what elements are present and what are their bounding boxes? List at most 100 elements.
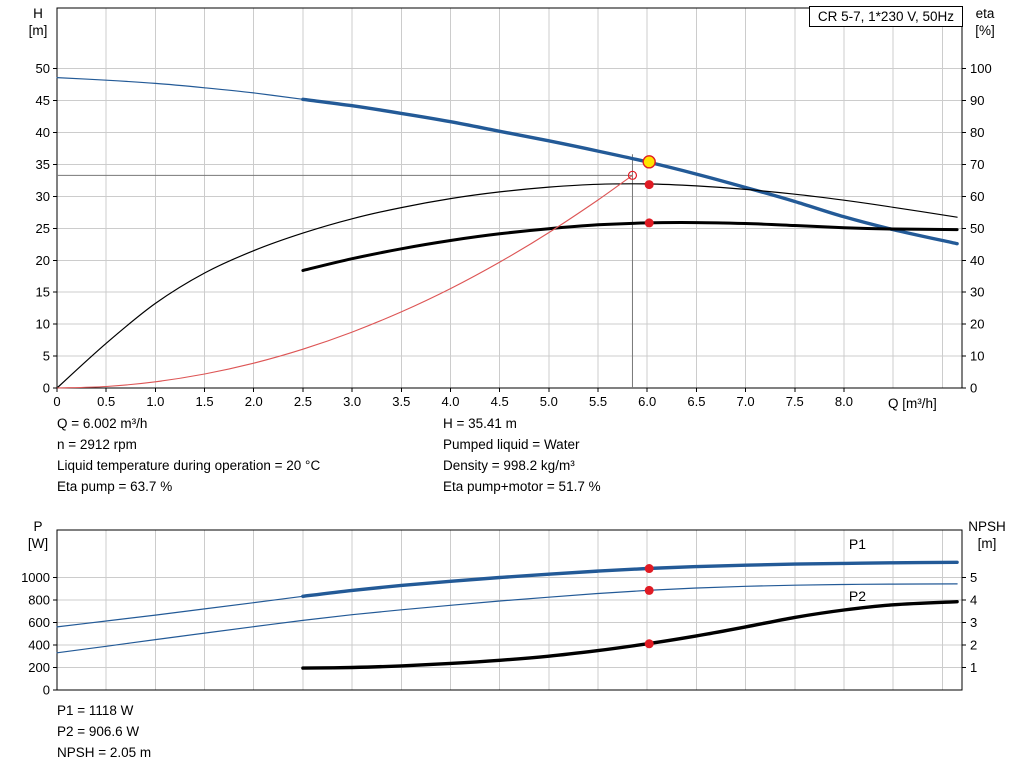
tick-label-left: 10 — [36, 317, 50, 332]
power-axis-title: P [W] — [20, 518, 56, 552]
tick-label-left: 1000 — [21, 570, 50, 585]
tick-label-bottom: 2.0 — [245, 394, 263, 409]
eta-axis-symbol: eta — [975, 6, 995, 21]
tick-label-right: 0 — [970, 381, 977, 396]
duty-point — [642, 155, 656, 169]
p2-point — [644, 585, 654, 595]
power-info-column: P1 = 1118 W P2 = 906.6 W NPSH = 2.05 m — [57, 700, 151, 763]
info-eta-pump-motor: Eta pump+motor = 51.7 % — [443, 479, 601, 494]
npsh-axis-title: NPSH [m] — [956, 518, 1018, 552]
head-axis-unit: [m] — [28, 23, 48, 38]
info-pumped-liquid: Pumped liquid = Water — [443, 437, 580, 452]
tick-label-bottom: 0.5 — [97, 394, 115, 409]
power-axis-symbol: P — [33, 519, 43, 534]
tick-label-left: 20 — [36, 253, 50, 268]
curve-label-P1: P1 — [849, 536, 866, 552]
info-p1: P1 = 1118 W — [57, 703, 134, 718]
system-curve — [56, 174, 634, 389]
head-axis-symbol: H — [33, 6, 43, 21]
system-curve-end-circle — [627, 170, 638, 180]
tick-label-bottom: 7.0 — [737, 394, 755, 409]
tick-label-left: 25 — [36, 221, 50, 236]
pump-qh-curve — [301, 97, 959, 246]
eta-pump-curve — [56, 183, 958, 389]
tick-label-bottom: 0 — [53, 394, 60, 409]
info-density: Density = 998.2 kg/m³ — [443, 458, 575, 473]
power-axis-unit: [W] — [27, 536, 49, 551]
tick-label-bottom: 6.5 — [687, 394, 705, 409]
tick-label-right: 90 — [970, 93, 984, 108]
tick-label-right: 4 — [970, 592, 977, 607]
tick-label-bottom: 3.0 — [343, 394, 361, 409]
flow-axis-title: Q [m³/h] — [888, 396, 937, 411]
p1-point — [644, 564, 654, 574]
tick-label-left: 45 — [36, 93, 50, 108]
tick-label-left: 0 — [43, 683, 50, 698]
plot-frame — [56, 7, 963, 389]
tick-label-bottom: 7.5 — [786, 394, 804, 409]
tick-label-left: 600 — [28, 615, 50, 630]
tick-label-right: 60 — [970, 189, 984, 204]
tick-label-left: 800 — [28, 592, 50, 607]
head-axis-title: H [m] — [20, 5, 56, 39]
tick-label-bottom: 4.5 — [491, 394, 509, 409]
npsh-point — [644, 639, 654, 649]
tick-label-right: 1 — [970, 660, 977, 675]
tick-label-bottom: 4.0 — [441, 394, 459, 409]
tick-label-left: 30 — [36, 189, 50, 204]
npsh-curve — [301, 600, 959, 670]
duty-info-right-column: H = 35.41 m Pumped liquid = Water Densit… — [443, 413, 601, 497]
eta-pump-motor-point — [644, 218, 654, 228]
tick-label-bottom: 8.0 — [835, 394, 853, 409]
tick-label-left: 35 — [36, 157, 50, 172]
tick-label-left: 5 — [43, 349, 50, 364]
pump-qh-curve-thin — [56, 77, 304, 100]
tick-label-right: 2 — [970, 637, 977, 652]
tick-label-right: 3 — [970, 615, 977, 630]
info-p2: P2 = 906.6 W — [57, 724, 140, 739]
info-flow: Q = 6.002 m³/h — [57, 416, 148, 431]
p1-curve — [301, 560, 959, 598]
tick-label-left: 400 — [28, 637, 50, 652]
tick-label-right: 5 — [970, 570, 977, 585]
tick-label-left: 50 — [36, 61, 50, 76]
tick-label-right: 40 — [970, 253, 984, 268]
tick-label-right: 10 — [970, 349, 984, 364]
pump-type-box: CR 5-7, 1*230 V, 50Hz — [808, 6, 963, 27]
tick-label-right: 70 — [970, 157, 984, 172]
tick-label-bottom: 5.0 — [540, 394, 558, 409]
info-speed: n = 2912 rpm — [57, 437, 137, 452]
tick-label-right: 80 — [970, 125, 984, 140]
p1-curve-thin — [56, 595, 304, 628]
tick-label-left: 200 — [28, 660, 50, 675]
tick-label-bottom: 1.0 — [146, 394, 164, 409]
plot-frame — [56, 529, 963, 691]
npsh-axis-symbol: NPSH — [968, 519, 1006, 534]
tick-label-right: 20 — [970, 317, 984, 332]
info-head: H = 35.41 m — [443, 416, 517, 431]
curve-label-P2: P2 — [849, 588, 866, 604]
tick-label-right: 100 — [970, 61, 992, 76]
eta-pump-point — [644, 180, 654, 190]
eta-axis-unit: [%] — [975, 23, 995, 38]
info-liquid-temperature: Liquid temperature during operation = 20… — [57, 458, 321, 473]
tick-label-bottom: 2.5 — [294, 394, 312, 409]
tick-label-bottom: 6.0 — [638, 394, 656, 409]
npsh-axis-unit: [m] — [977, 536, 997, 551]
tick-label-bottom: 3.5 — [392, 394, 410, 409]
tick-label-right: 30 — [970, 285, 984, 300]
eta-pump-plus-motor-curve — [301, 221, 959, 272]
info-eta-pump: Eta pump = 63.7 % — [57, 479, 173, 494]
tick-label-left: 15 — [36, 285, 50, 300]
tick-label-left: 0 — [43, 381, 50, 396]
eta-axis-title: eta [%] — [964, 5, 1006, 39]
tick-label-bottom: 5.5 — [589, 394, 607, 409]
tick-label-right: 50 — [970, 221, 984, 236]
info-npsh: NPSH = 2.05 m — [57, 745, 152, 760]
p2-curve — [56, 583, 958, 654]
tick-label-left: 40 — [36, 125, 50, 140]
duty-info-left-column: Q = 6.002 m³/h n = 2912 rpm Liquid tempe… — [57, 413, 320, 497]
tick-label-bottom: 1.5 — [196, 394, 214, 409]
